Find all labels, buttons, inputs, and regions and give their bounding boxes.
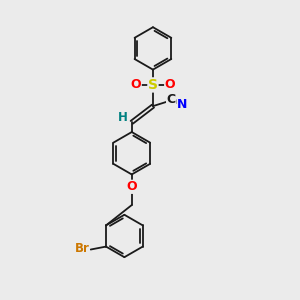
- Text: N: N: [177, 98, 188, 111]
- Text: Br: Br: [74, 242, 89, 255]
- Text: O: O: [126, 180, 137, 193]
- Text: O: O: [165, 78, 175, 92]
- Text: S: S: [148, 78, 158, 92]
- Text: C: C: [167, 93, 176, 106]
- Text: O: O: [130, 78, 141, 92]
- Text: H: H: [117, 110, 127, 124]
